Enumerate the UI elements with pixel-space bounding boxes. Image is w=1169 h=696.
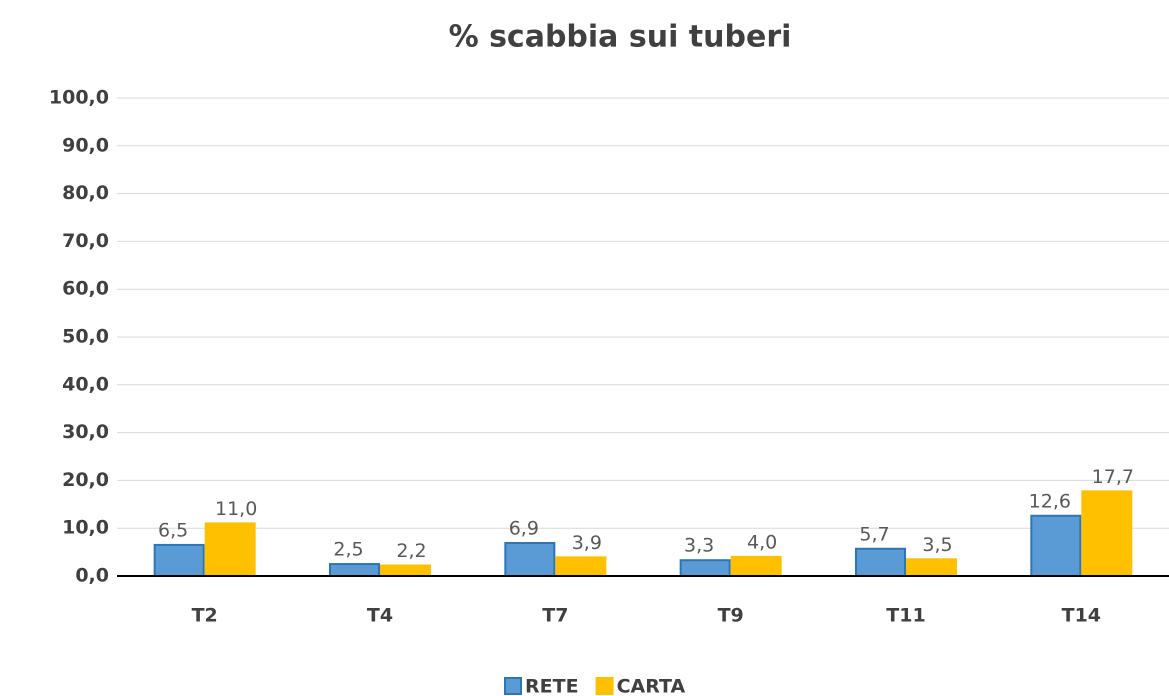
value-label: 12,6 (1029, 490, 1071, 512)
bar (906, 558, 957, 578)
bar (380, 564, 431, 578)
legend-label: RETE (525, 676, 579, 696)
value-label: 6,5 (158, 519, 188, 541)
y-tick-label: 30,0 (62, 421, 109, 443)
y-tick-label: 80,0 (62, 182, 109, 204)
bar (504, 542, 556, 578)
y-tick-label: 0,0 (75, 565, 109, 587)
value-label: 2,5 (333, 539, 363, 561)
value-label: 4,0 (747, 531, 777, 553)
x-tick-label: T4 (367, 605, 393, 627)
bar (153, 543, 205, 577)
chart-title: % scabbia sui tuberi (449, 20, 792, 55)
x-tick-label: T2 (192, 605, 218, 627)
value-label: 11,0 (215, 498, 257, 520)
value-label: 6,9 (509, 518, 539, 540)
y-tick-label: 100,0 (49, 87, 109, 109)
value-label: 3,5 (922, 534, 952, 556)
value-label: 3,3 (684, 535, 714, 557)
x-tick-label: T7 (542, 605, 568, 627)
legend-swatch (595, 677, 614, 695)
value-label: 2,2 (396, 540, 426, 562)
y-tick-label: 20,0 (62, 469, 109, 491)
y-tick-label: 50,0 (62, 326, 109, 348)
x-tick-label: T9 (718, 605, 744, 627)
value-label: 3,9 (572, 532, 602, 554)
bar (204, 522, 256, 577)
y-tick-label: 60,0 (62, 278, 109, 300)
bar (555, 556, 607, 577)
bar (679, 559, 731, 578)
x-tick-label: T14 (1062, 605, 1101, 627)
legend-swatch (504, 677, 522, 695)
legend-label: CARTA (617, 676, 686, 696)
y-tick-label: 70,0 (62, 230, 109, 252)
bar (329, 563, 380, 577)
bar (1081, 490, 1133, 578)
y-tick-label: 10,0 (62, 517, 109, 539)
bar (730, 555, 782, 578)
x-tick-label: T11 (886, 605, 925, 627)
value-label: 5,7 (859, 523, 889, 545)
y-tick-label: 90,0 (62, 134, 109, 156)
bar (855, 547, 906, 578)
bar (1030, 514, 1082, 577)
value-label: 17,7 (1092, 466, 1134, 488)
y-tick-label: 40,0 (62, 373, 109, 395)
